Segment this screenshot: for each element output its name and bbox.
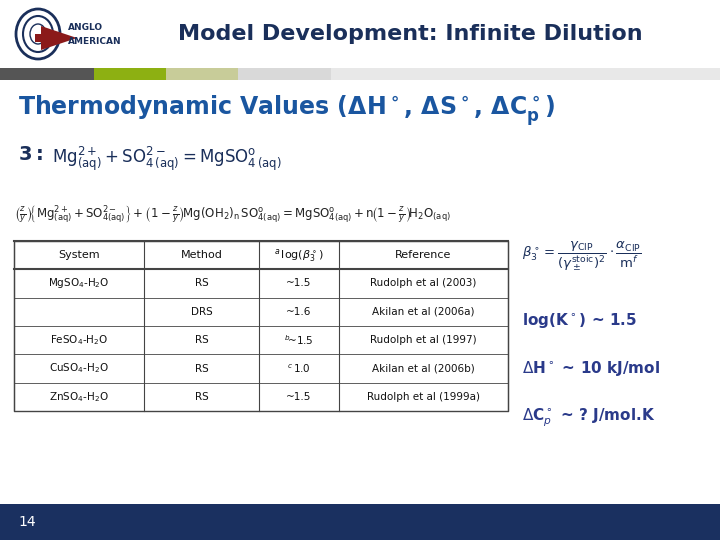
Text: $\mathrm{Mg^{2+}_{(aq)}} + \mathrm{SO^{2-}_{4\,(aq)}} = \mathrm{MgSO^o_{4\,(aq)}: $\mathrm{Mg^{2+}_{(aq)}} + \mathrm{SO^{2… bbox=[52, 145, 282, 173]
Text: DRS: DRS bbox=[191, 307, 212, 317]
Ellipse shape bbox=[30, 24, 46, 44]
Text: Akilan et al (2006a): Akilan et al (2006a) bbox=[372, 307, 474, 317]
Bar bbox=[166, 68, 238, 80]
Text: log(K$^\circ$) ~ 1.5: log(K$^\circ$) ~ 1.5 bbox=[522, 311, 637, 330]
Text: Reference: Reference bbox=[395, 250, 451, 260]
Text: Model Development: Infinite Dilution: Model Development: Infinite Dilution bbox=[178, 24, 643, 44]
Ellipse shape bbox=[23, 16, 53, 52]
Ellipse shape bbox=[16, 9, 60, 59]
Text: ~1.5: ~1.5 bbox=[287, 392, 312, 402]
Bar bbox=[238, 68, 331, 80]
Bar bbox=[14, 241, 508, 411]
Text: FeSO$_4$-H$_2$O: FeSO$_4$-H$_2$O bbox=[50, 333, 108, 347]
Text: ANGLO: ANGLO bbox=[68, 24, 103, 32]
Text: System: System bbox=[58, 250, 100, 260]
Text: RS: RS bbox=[194, 363, 208, 374]
Text: $\beta_3^\circ = \dfrac{\gamma_{\rm CIP}}{(\gamma_\pm^{\rm stoic})^2}\cdot\dfrac: $\beta_3^\circ = \dfrac{\gamma_{\rm CIP}… bbox=[522, 239, 642, 273]
Text: RS: RS bbox=[194, 392, 208, 402]
Text: $\mathbf{3:}$: $\mathbf{3:}$ bbox=[18, 145, 43, 164]
Bar bbox=[0, 68, 94, 80]
Text: RS: RS bbox=[194, 279, 208, 288]
Text: Rudolph et al (2003): Rudolph et al (2003) bbox=[370, 279, 477, 288]
Text: 14: 14 bbox=[18, 515, 35, 529]
Text: $^a\,\log(\beta_3^\circ)$: $^a\,\log(\beta_3^\circ)$ bbox=[274, 247, 324, 264]
Text: Method: Method bbox=[181, 250, 222, 260]
FancyArrow shape bbox=[35, 26, 77, 50]
Text: $\Delta$H$^\circ$ ~ 10 kJ/mol: $\Delta$H$^\circ$ ~ 10 kJ/mol bbox=[522, 359, 660, 378]
Text: Thermodynamic Values ($\mathbf{\Delta H^\circ}$, $\mathbf{\Delta S^\circ}$, $\ma: Thermodynamic Values ($\mathbf{\Delta H^… bbox=[18, 93, 555, 127]
Text: Rudolph et al (1997): Rudolph et al (1997) bbox=[370, 335, 477, 345]
Text: ~1.6: ~1.6 bbox=[287, 307, 312, 317]
Bar bbox=[0, 504, 720, 540]
Text: ZnSO$_4$-H$_2$O: ZnSO$_4$-H$_2$O bbox=[49, 390, 109, 404]
Text: AMERICAN: AMERICAN bbox=[68, 37, 122, 46]
Text: CuSO$_4$-H$_2$O: CuSO$_4$-H$_2$O bbox=[49, 362, 109, 375]
Text: MgSO$_4$-H$_2$O: MgSO$_4$-H$_2$O bbox=[48, 276, 109, 291]
Text: $\Delta$C$_p^\circ$ ~ ? J/mol.K: $\Delta$C$_p^\circ$ ~ ? J/mol.K bbox=[522, 407, 655, 429]
Bar bbox=[0, 0, 720, 68]
Text: $\left(\frac{z}{y}\right)\!\left\{\mathrm{Mg^{2+}_{(aq)}+SO^{2-}_{4(aq)}}\right\: $\left(\frac{z}{y}\right)\!\left\{\mathr… bbox=[14, 203, 451, 225]
Text: Akilan et al (2006b): Akilan et al (2006b) bbox=[372, 363, 475, 374]
Text: ~1.5: ~1.5 bbox=[287, 279, 312, 288]
Text: $^c\,$1.0: $^c\,$1.0 bbox=[287, 362, 311, 375]
Text: RS: RS bbox=[194, 335, 208, 345]
Text: Rudolph et al (1999a): Rudolph et al (1999a) bbox=[367, 392, 480, 402]
Text: $^b\!$~1.5: $^b\!$~1.5 bbox=[284, 333, 314, 347]
Bar bbox=[331, 68, 720, 80]
Bar bbox=[94, 68, 166, 80]
